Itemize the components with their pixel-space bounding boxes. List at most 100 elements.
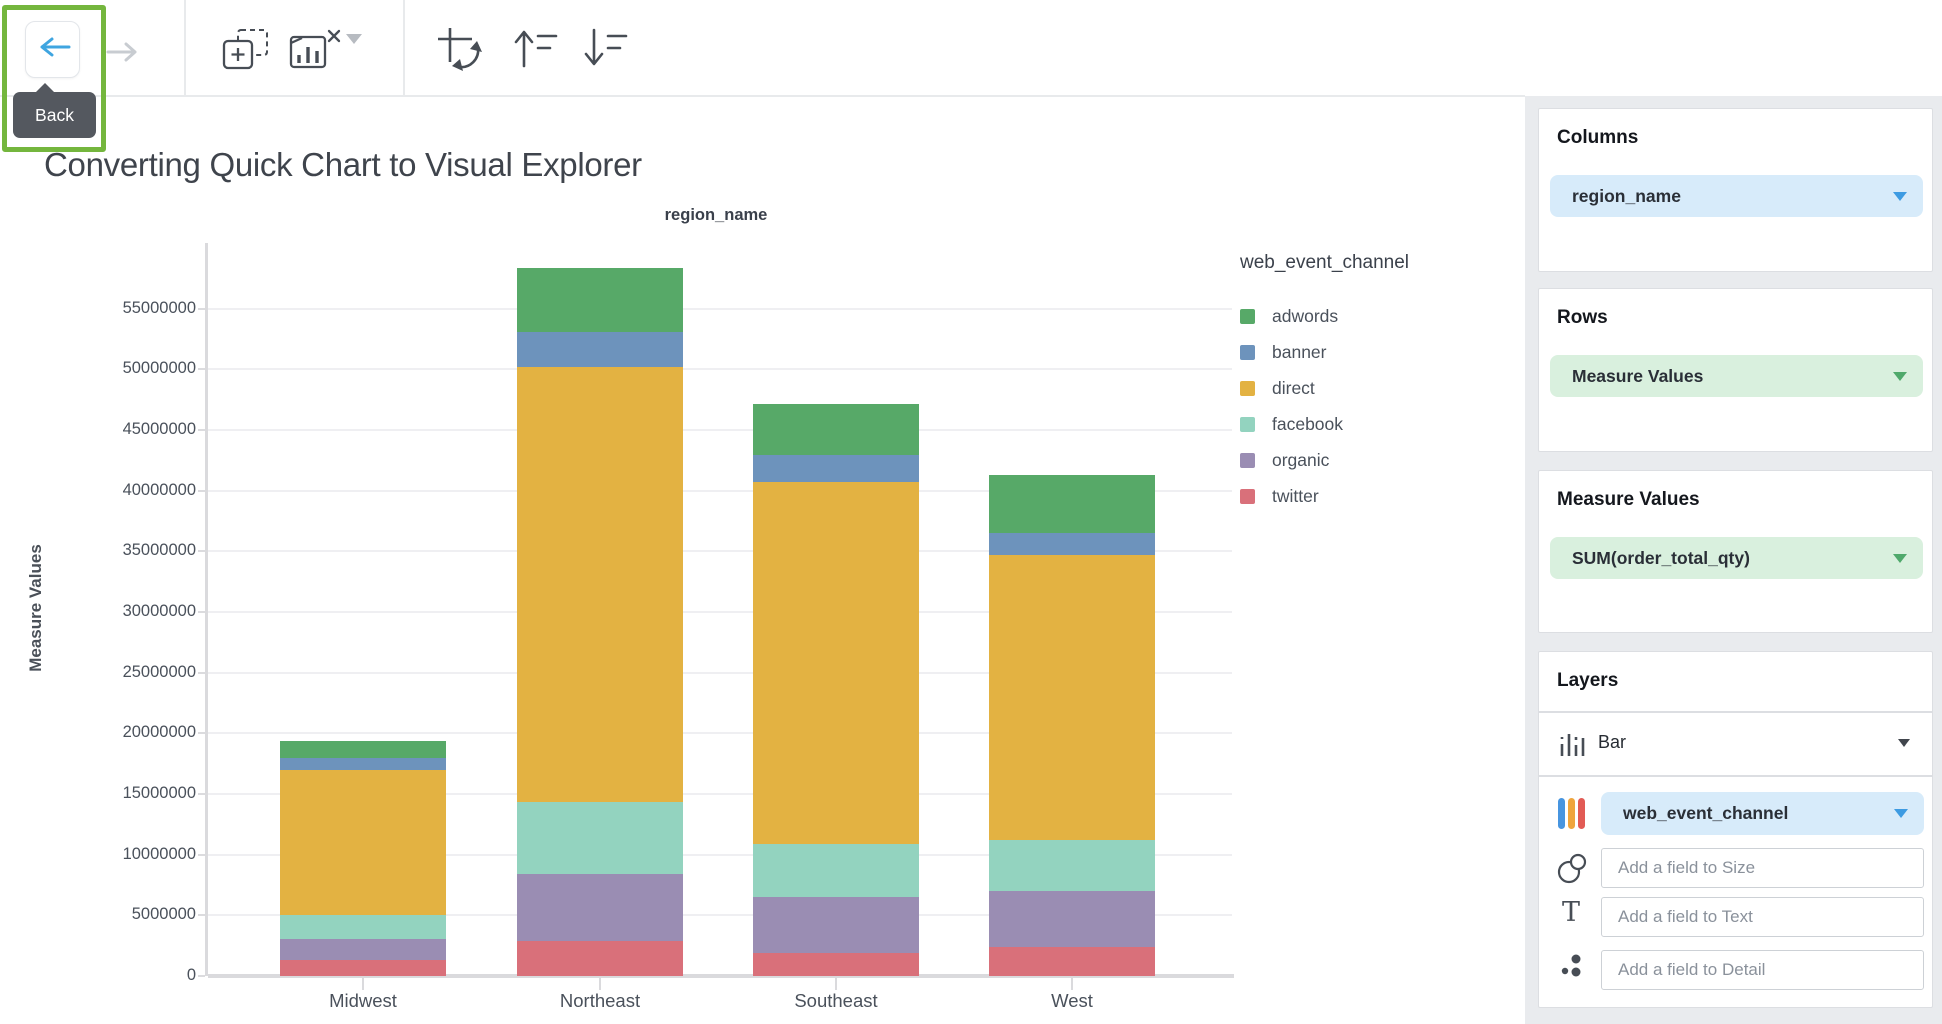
sort-ascending-icon: [512, 30, 558, 74]
legend-item-facebook[interactable]: facebook: [1240, 406, 1525, 442]
chevron-down-icon: [346, 34, 362, 61]
size-field-input[interactable]: [1601, 848, 1924, 888]
rows-field-pill[interactable]: Measure Values: [1550, 355, 1923, 397]
gridline: [208, 610, 1232, 613]
legend-item-banner[interactable]: banner: [1240, 334, 1525, 370]
gridline: [208, 853, 1232, 856]
detail-field-input[interactable]: [1601, 950, 1924, 990]
legend-swatch-icon: [1240, 452, 1255, 468]
bar-segment-midwest-facebook[interactable]: [280, 915, 446, 939]
measure-values-header: Measure Values: [1557, 489, 1700, 510]
bar-segment-midwest-twitter[interactable]: [280, 960, 446, 976]
detail-icon: [1559, 954, 1585, 983]
y-tick-label: 50000000: [122, 359, 196, 378]
sort-ascending-button[interactable]: [512, 26, 558, 75]
y-tick-mark: [198, 853, 205, 856]
color-field-pill[interactable]: web_event_channel: [1601, 792, 1924, 835]
remove-chart-button[interactable]: [289, 27, 341, 76]
gridline: [208, 914, 1232, 917]
chevron-down-icon[interactable]: [1894, 809, 1908, 818]
legend-label: facebook: [1272, 413, 1344, 434]
bar-segment-west-direct[interactable]: [989, 554, 1155, 841]
back-button[interactable]: [25, 21, 80, 78]
legend-item-twitter[interactable]: twitter: [1240, 478, 1525, 514]
bar-segment-northeast-banner[interactable]: [517, 331, 683, 367]
bar-segment-southeast-banner[interactable]: [753, 455, 919, 483]
bar-segment-west-adwords[interactable]: [989, 474, 1155, 534]
add-element-button[interactable]: [221, 27, 271, 76]
bar-segment-northeast-organic[interactable]: [517, 874, 683, 942]
legend-item-organic[interactable]: organic: [1240, 442, 1525, 478]
y-tick-label: 10000000: [122, 844, 196, 863]
legend-item-direct[interactable]: direct: [1240, 370, 1525, 406]
sort-descending-button[interactable]: [582, 26, 628, 75]
page-title[interactable]: Converting Quick Chart to Visual Explore…: [44, 146, 642, 183]
y-tick-label: 35000000: [122, 541, 196, 560]
toolbar-separator: [184, 0, 186, 95]
bar-segment-southeast-twitter[interactable]: [753, 952, 919, 976]
y-tick-mark: [198, 914, 205, 917]
bar-segment-west-facebook[interactable]: [989, 840, 1155, 892]
chevron-down-icon[interactable]: [1893, 192, 1907, 201]
forward-button[interactable]: [104, 40, 144, 64]
bar-segment-southeast-organic[interactable]: [753, 897, 919, 953]
rows-card: Rows Measure Values: [1538, 288, 1933, 452]
y-tick-label: 5000000: [131, 905, 196, 924]
y-tick-mark: [198, 975, 205, 977]
bar-segment-southeast-adwords[interactable]: [753, 404, 919, 456]
toolbar-separator: [403, 0, 405, 95]
y-tick-label: 0: [186, 966, 196, 984]
bar-segment-southeast-facebook[interactable]: [753, 843, 919, 898]
back-arrow-icon: [33, 36, 73, 63]
chart-type-caret-button[interactable]: [346, 34, 362, 62]
layers-header: Layers: [1557, 670, 1619, 691]
bar-segment-west-banner[interactable]: [989, 533, 1155, 555]
measure-values-field-label: SUM(order_total_qty): [1572, 547, 1750, 568]
y-tick-mark: [198, 550, 205, 553]
gridline: [208, 732, 1232, 735]
forward-arrow-icon: [104, 42, 144, 68]
legend-label: twitter: [1272, 485, 1319, 506]
bar-segment-northeast-direct[interactable]: [517, 366, 683, 803]
bar-segment-southeast-direct[interactable]: [753, 482, 919, 844]
columns-field-pill[interactable]: region_name: [1550, 175, 1923, 217]
x-tick-mark: [599, 978, 601, 990]
bar-segment-northeast-adwords[interactable]: [517, 268, 683, 332]
rows-field-label: Measure Values: [1572, 365, 1704, 386]
bar-segment-midwest-adwords[interactable]: [280, 740, 446, 759]
y-tick-mark: [198, 428, 205, 431]
add-element-icon: [221, 29, 271, 75]
bar-segment-midwest-organic[interactable]: [280, 938, 446, 961]
y-tick-label: 25000000: [122, 662, 196, 681]
chevron-down-icon[interactable]: [1898, 739, 1910, 747]
gridline: [208, 428, 1232, 431]
text-field-input[interactable]: [1601, 897, 1924, 937]
x-tick-mark: [835, 978, 837, 990]
bar-segment-west-organic[interactable]: [989, 891, 1155, 947]
columns-card: Columns region_name: [1538, 108, 1933, 272]
chevron-down-icon[interactable]: [1893, 372, 1907, 381]
legend-swatch-icon: [1240, 380, 1255, 396]
swap-axes-button[interactable]: [437, 26, 485, 79]
x-tick-mark: [1071, 978, 1073, 990]
text-icon: T: [1562, 897, 1581, 928]
legend-swatch-icon: [1240, 488, 1255, 504]
columns-header: Columns: [1557, 127, 1639, 148]
toolbar: Back: [0, 0, 1942, 152]
y-tick-mark: [198, 489, 205, 492]
bar-segment-northeast-twitter[interactable]: [517, 941, 683, 976]
y-axis-line: [205, 243, 208, 976]
bar-segment-west-twitter[interactable]: [989, 946, 1155, 976]
gridline: [208, 792, 1232, 795]
bar-segment-midwest-banner[interactable]: [280, 758, 446, 770]
legend-label: adwords: [1272, 305, 1339, 326]
measure-values-field-pill[interactable]: SUM(order_total_qty): [1550, 537, 1923, 579]
bar-segment-midwest-direct[interactable]: [280, 769, 446, 916]
legend-item-adwords[interactable]: adwords: [1240, 298, 1525, 334]
chevron-down-icon[interactable]: [1893, 554, 1907, 563]
color-field-label: web_event_channel: [1623, 803, 1789, 823]
bar-segment-northeast-facebook[interactable]: [517, 802, 683, 875]
bar-chart-icon: [1559, 728, 1587, 763]
y-tick-label: 55000000: [122, 298, 196, 317]
